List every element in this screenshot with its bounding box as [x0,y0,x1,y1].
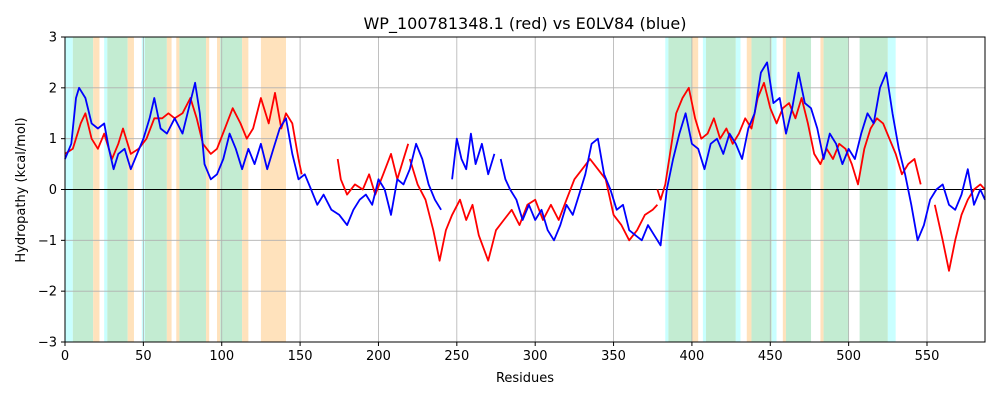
x-tick-label: 250 [444,349,469,364]
red-series-line [656,81,922,201]
x-tick-label: 50 [135,349,152,364]
x-tick-label: 550 [915,349,940,364]
tick-layer: 0 50 100 150 200 250 300 350 400 450 500 550 −3 −2 −1 0… [38,31,940,365]
y-tick-label: 2 [49,81,57,96]
y-tick-label: 1 [49,132,57,147]
blue-series-line [451,132,496,180]
red-series-line [933,183,986,272]
x-tick-label: 0 [61,349,69,364]
series-layer [64,61,986,272]
y-tick-label: −1 [38,234,57,249]
x-tick-label: 450 [758,349,783,364]
x-tick-label: 350 [601,349,626,364]
y-tick-label: 0 [49,183,57,198]
x-tick-label: 150 [288,349,313,364]
x-tick-label: 500 [836,349,861,364]
y-tick-label: −2 [38,285,57,300]
x-tick-label: 200 [366,349,391,364]
red-series-line [336,143,410,196]
x-axis-title: Residues [496,371,554,386]
red-series-line [408,158,659,262]
blue-series-line [499,61,986,247]
chart-title: WP_100781348.1 (red) vs E0LV84 (blue) [363,14,686,34]
red-series-line [64,92,303,175]
x-tick-label: 400 [680,349,705,364]
y-axis-title: Hydropathy (kcal/mol) [14,117,29,262]
y-tick-label: −3 [38,336,57,351]
x-tick-label: 100 [209,349,234,364]
blue-series-line [64,81,442,226]
x-tick-label: 300 [523,349,548,364]
y-tick-label: 3 [49,31,57,46]
